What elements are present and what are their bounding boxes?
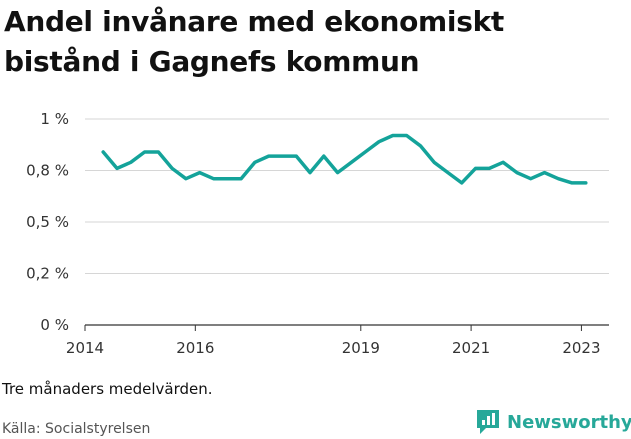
brand-logo: Newsworthy: [475, 407, 631, 437]
y-tick-label: 1 %: [40, 110, 69, 128]
grid-lines: [85, 118, 609, 326]
brand-name: Newsworthy: [507, 411, 631, 433]
y-tick-label: 0,8 %: [26, 162, 69, 180]
series-group: [101, 133, 588, 185]
y-tick-label: 0 %: [40, 316, 69, 334]
x-tick-label: 2023: [562, 339, 600, 357]
source-label: Källa: Socialstyrelsen: [2, 421, 151, 437]
x-tick-label: 2019: [342, 339, 380, 357]
chart-note: Tre månaders medelvärden.: [2, 380, 213, 398]
x-axis-ticks: 2014 2016 2019 2021 2023: [66, 325, 601, 357]
y-axis-ticks: 0 % 0,2 % 0,5 % 0,8 % 1 %: [26, 110, 69, 334]
line-chart: 0 %0,2 %0,5 %0,8 %1 % 2014 2016 2019 2021 20…: [26, 110, 609, 357]
y-tick-label: 0,5 %: [26, 213, 69, 231]
chart-title: Andel invånare med ekonomiskt bistånd i …: [4, 5, 505, 78]
series-line: [101, 133, 588, 185]
newsworthy-logo-icon: [477, 410, 499, 434]
x-tick-label: 2021: [452, 339, 490, 357]
y-tick-label: 0,2 %: [26, 265, 69, 283]
x-tick-label: 2016: [176, 339, 214, 357]
x-tick-label: 2014: [66, 339, 104, 357]
